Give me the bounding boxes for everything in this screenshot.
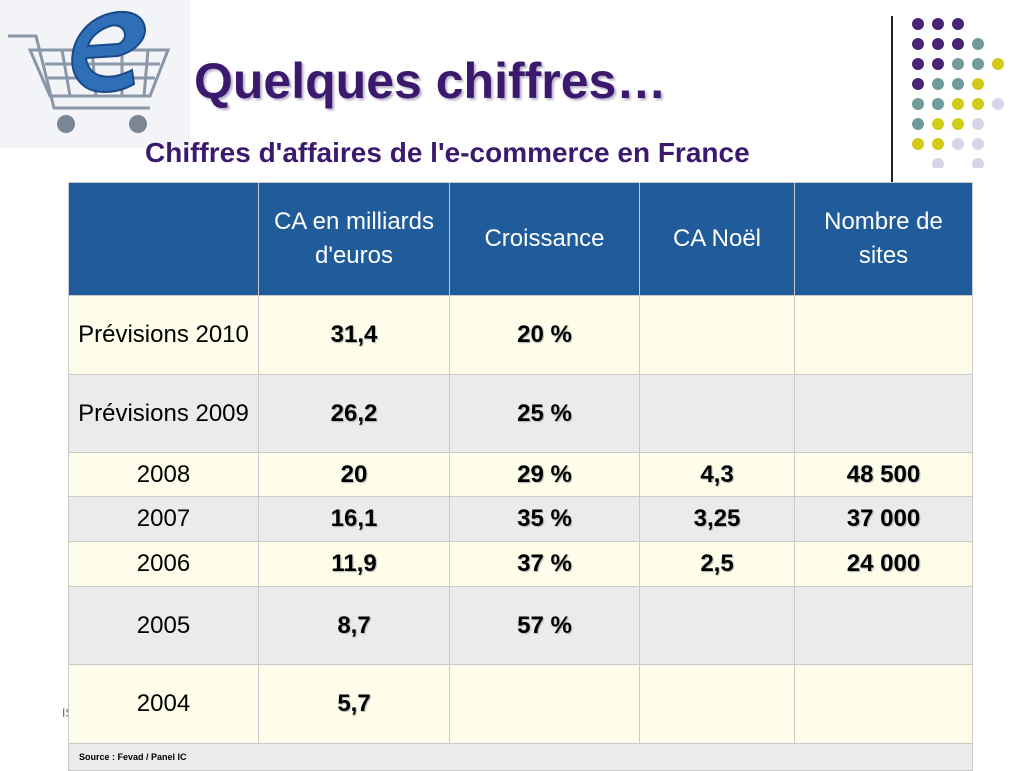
table-row: 2005 8,7 57 %: [68, 586, 973, 665]
table-row: 2006 11,9 37 % 2,5 24 000: [68, 541, 973, 587]
cell-ca: 5,7: [258, 664, 450, 744]
cell-ca-noel: 3,25: [639, 496, 795, 542]
cell-ca-noel: [639, 295, 795, 375]
row-label: 2006: [68, 541, 259, 587]
cell-croissance: [449, 664, 640, 744]
cell-ca: 16,1: [258, 496, 450, 542]
cell-ca-noel: 2,5: [639, 541, 795, 587]
cell-sites: [794, 586, 973, 665]
cell-sites: 48 500: [794, 452, 973, 497]
header-ca-noel: CA Noël: [639, 182, 795, 296]
cell-ca: 8,7: [258, 586, 450, 665]
source-row: Source : Fevad / Panel IC: [68, 743, 973, 771]
decorative-dot-grid: [912, 18, 1004, 168]
ecommerce-table: CA en milliards d'euros Croissance CA No…: [68, 182, 973, 771]
cell-croissance: 29 %: [449, 452, 640, 497]
cell-ca-noel: 4,3: [639, 452, 795, 497]
cell-sites: [794, 295, 973, 375]
cell-sites: 24 000: [794, 541, 973, 587]
shopping-cart-with-e-icon: [0, 0, 190, 148]
row-label: Prévisions 2010: [68, 295, 259, 375]
dot-row-6: [912, 118, 984, 130]
table-header-row: CA en milliards d'euros Croissance CA No…: [68, 182, 973, 296]
row-label: 2004: [68, 664, 259, 744]
dot-row-1: [912, 18, 964, 30]
cell-ca: 11,9: [258, 541, 450, 587]
row-label: Prévisions 2009: [68, 374, 259, 453]
stray-text: IS: [62, 706, 73, 720]
cell-ca: 26,2: [258, 374, 450, 453]
table-row: 2004 5,7: [68, 664, 973, 744]
dot-row-8: [932, 158, 984, 168]
table-row: Prévisions 2009 26,2 25 %: [68, 374, 973, 453]
row-label: 2008: [68, 452, 259, 497]
cell-ca-noel: [639, 586, 795, 665]
slide-title: Quelques chiffres…: [194, 53, 667, 109]
header-ca: CA en milliards d'euros: [258, 182, 450, 296]
dot-row-7: [912, 138, 984, 150]
dot-row-2: [912, 38, 984, 50]
cell-croissance: 37 %: [449, 541, 640, 587]
cell-sites: [794, 374, 973, 453]
row-label: 2005: [68, 586, 259, 665]
dot-row-4: [912, 78, 984, 90]
cell-croissance: 25 %: [449, 374, 640, 453]
dot-row-5: [912, 98, 1004, 110]
divider-line: [891, 16, 893, 182]
slide-subtitle: Chiffres d'affaires de l'e-commerce en F…: [145, 137, 750, 168]
cell-ca-noel: [639, 374, 795, 453]
source-note: Source : Fevad / Panel IC: [68, 743, 973, 771]
table-row: Prévisions 2010 31,4 20 %: [68, 295, 973, 375]
header-nombre-sites: Nombre de sites: [794, 182, 973, 296]
cell-ca: 20: [258, 452, 450, 497]
cell-croissance: 57 %: [449, 586, 640, 665]
cell-sites: [794, 664, 973, 744]
header-empty: [68, 182, 259, 296]
header-croissance: Croissance: [449, 182, 640, 296]
cell-ca: 31,4: [258, 295, 450, 375]
cell-croissance: 35 %: [449, 496, 640, 542]
table-row: 2008 20 29 % 4,3 48 500: [68, 452, 973, 497]
cell-croissance: 20 %: [449, 295, 640, 375]
table-row: 2007 16,1 35 % 3,25 37 000: [68, 496, 973, 542]
row-label: 2007: [68, 496, 259, 542]
dot-row-3: [912, 58, 1004, 70]
cell-ca-noel: [639, 664, 795, 744]
cell-sites: 37 000: [794, 496, 973, 542]
